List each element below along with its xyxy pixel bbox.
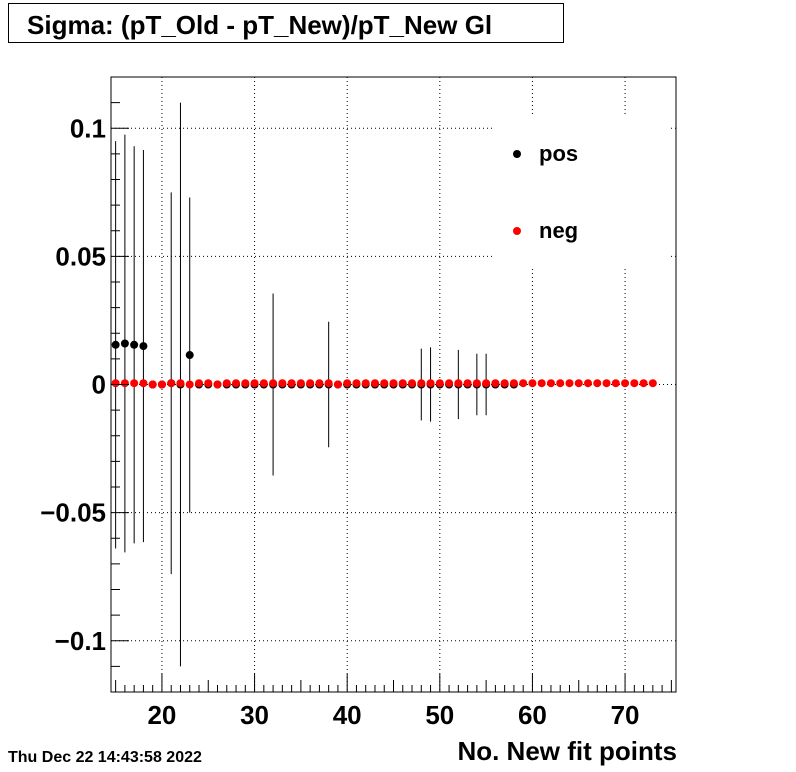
- neg-marker: [380, 379, 389, 388]
- legend-box: [493, 116, 671, 268]
- y-tick-label: 0.1: [70, 113, 106, 143]
- neg-marker: [426, 379, 435, 388]
- neg-marker: [278, 379, 287, 388]
- pos-marker: [185, 351, 194, 360]
- neg-marker: [472, 379, 481, 388]
- neg-marker: [584, 379, 593, 388]
- neg-marker: [204, 379, 213, 388]
- neg-marker: [241, 379, 250, 388]
- neg-marker: [593, 379, 602, 388]
- neg-marker: [556, 379, 565, 388]
- neg-marker: [611, 379, 620, 388]
- neg-marker: [296, 379, 305, 388]
- x-tick-label: 20: [147, 700, 176, 730]
- x-tick-label: 60: [518, 700, 547, 730]
- neg-marker: [639, 379, 648, 388]
- x-tick-label: 70: [611, 700, 640, 730]
- legend: pos neg: [493, 116, 671, 268]
- chart-title: Sigma: (pT_Old - pT_New)/pT_New Gl: [27, 10, 493, 40]
- neg-marker: [389, 379, 398, 388]
- neg-marker: [306, 379, 315, 388]
- neg-marker: [398, 379, 407, 388]
- neg-marker: [361, 379, 370, 388]
- pos-marker: [139, 342, 148, 351]
- neg-marker: [333, 380, 342, 389]
- neg-marker: [213, 380, 222, 389]
- neg-marker: [130, 379, 139, 388]
- x-tick-label: 50: [425, 700, 454, 730]
- x-tick-label: 40: [333, 700, 362, 730]
- neg-marker: [120, 379, 129, 388]
- neg-marker: [621, 379, 630, 388]
- y-tick-label: 0: [92, 370, 106, 400]
- pos-marker: [120, 339, 129, 348]
- x-tick-label: 30: [240, 700, 269, 730]
- neg-marker: [185, 380, 194, 389]
- legend-marker-neg: [513, 227, 521, 235]
- neg-marker: [630, 379, 639, 388]
- neg-marker: [222, 379, 231, 388]
- neg-marker: [176, 379, 185, 388]
- neg-marker: [370, 379, 379, 388]
- neg-marker: [139, 379, 148, 388]
- neg-marker: [269, 379, 278, 388]
- y-tick-label: 0.05: [55, 241, 106, 271]
- neg-marker: [528, 379, 537, 388]
- neg-marker: [648, 379, 657, 388]
- neg-marker: [111, 379, 120, 388]
- neg-marker: [574, 379, 583, 388]
- neg-marker: [435, 379, 444, 388]
- neg-marker: [343, 379, 352, 388]
- neg-marker: [324, 379, 333, 388]
- neg-marker: [157, 380, 166, 389]
- neg-marker: [491, 379, 500, 388]
- neg-marker: [287, 379, 296, 388]
- neg-marker: [315, 379, 324, 388]
- neg-marker: [509, 379, 518, 388]
- neg-marker: [454, 379, 463, 388]
- series-neg: [111, 379, 657, 389]
- neg-marker: [250, 379, 259, 388]
- neg-marker: [148, 380, 157, 389]
- neg-marker: [537, 379, 546, 388]
- neg-marker: [417, 379, 426, 388]
- neg-marker: [352, 379, 361, 388]
- neg-marker: [602, 379, 611, 388]
- neg-marker: [194, 379, 203, 388]
- neg-marker: [500, 379, 509, 388]
- legend-label-pos: pos: [539, 141, 578, 166]
- pos-marker: [130, 340, 139, 349]
- chart-title-box: Sigma: (pT_Old - pT_New)/pT_New Gl: [8, 3, 564, 43]
- timestamp: Thu Dec 22 14:43:58 2022: [8, 749, 202, 766]
- y-tick-label: −0.1: [55, 626, 106, 656]
- neg-marker: [519, 379, 528, 388]
- x-axis-label: No. New fit points: [457, 736, 677, 766]
- neg-marker: [482, 379, 491, 388]
- axes: 20 30 40 50 60 70 −0.1 −0.05 0 0.05 0.1: [40, 102, 672, 730]
- neg-marker: [259, 379, 268, 388]
- grid: [111, 77, 676, 692]
- neg-marker: [565, 379, 574, 388]
- pos-marker: [111, 340, 120, 349]
- neg-marker: [167, 379, 176, 388]
- neg-marker: [445, 379, 454, 388]
- series-layer: [111, 102, 657, 667]
- neg-marker: [546, 379, 555, 388]
- neg-marker: [232, 379, 241, 388]
- neg-marker: [408, 379, 417, 388]
- neg-marker: [463, 379, 472, 388]
- y-tick-label: −0.05: [40, 498, 106, 528]
- legend-marker-pos: [513, 150, 521, 158]
- legend-label-neg: neg: [539, 218, 578, 243]
